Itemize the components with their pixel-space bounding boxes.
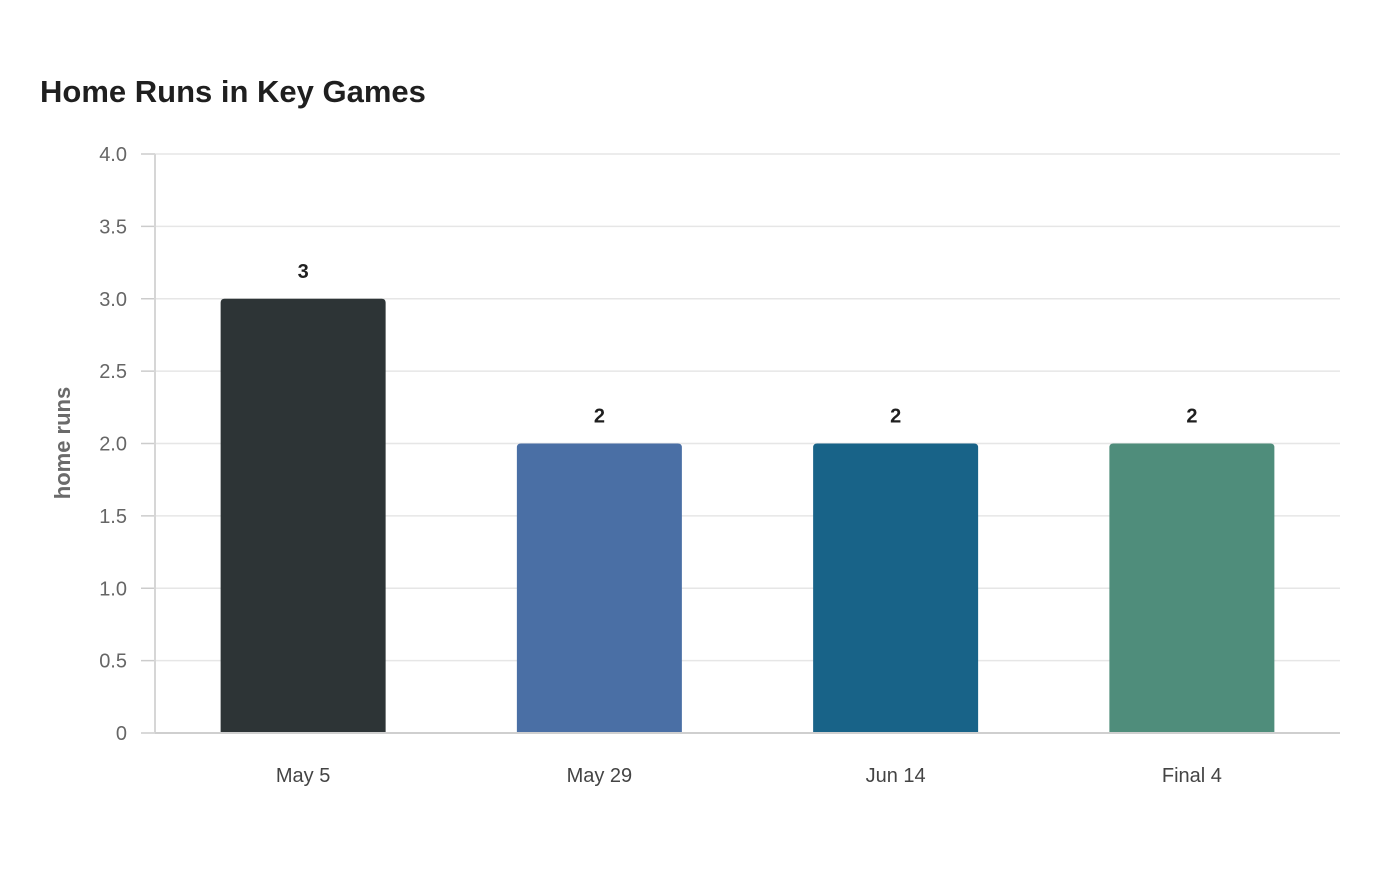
bar-value-label: 2 <box>1186 406 1197 428</box>
x-category-label: May 5 <box>276 765 330 787</box>
bar-value-label: 2 <box>890 406 901 428</box>
y-tick-labels: 0 0.5 1.0 1.5 2.0 2.5 3.0 3.5 4.0 <box>99 144 127 745</box>
y-tick-label: 2.5 <box>99 361 127 383</box>
y-tick-label: 3.0 <box>99 289 127 311</box>
x-category-label: Final 4 <box>1162 765 1222 787</box>
bars <box>220 298 1275 733</box>
bar-value-label: 2 <box>594 406 605 428</box>
y-tick-label: 1.0 <box>99 578 127 600</box>
x-category-label: Jun 14 <box>866 765 926 787</box>
y-axis-title: home runs <box>50 387 75 499</box>
x-category-labels: May 5 May 29 Jun 14 Final 4 <box>276 765 1222 787</box>
bar <box>220 298 386 733</box>
y-tick-label: 1.5 <box>99 506 127 528</box>
x-category-label: May 29 <box>567 765 633 787</box>
bar-value-label: 3 <box>298 261 309 283</box>
y-tick-label: 0.5 <box>99 651 127 673</box>
axes <box>141 153 1340 734</box>
bar <box>813 443 979 733</box>
y-tick-label: 4.0 <box>99 144 127 166</box>
chart-title: Home Runs in Key Games <box>40 74 426 109</box>
bar <box>516 443 682 733</box>
bar <box>1109 443 1275 733</box>
data-labels: 3 2 2 2 <box>298 261 1198 428</box>
y-tick-label: 3.5 <box>99 216 127 238</box>
y-tick-label: 2.0 <box>99 434 127 456</box>
y-tick-label: 0 <box>116 723 127 745</box>
